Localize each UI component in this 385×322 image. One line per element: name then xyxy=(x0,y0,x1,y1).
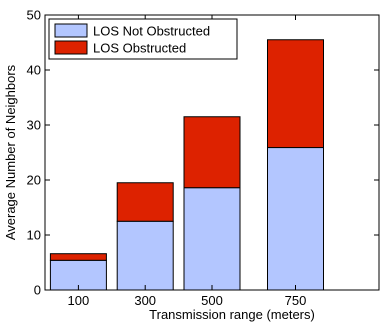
y-tick-label: 0 xyxy=(34,283,41,298)
bar-750-series-1 xyxy=(267,39,324,149)
bar-750-series-0 xyxy=(267,147,324,291)
y-tick-label: 20 xyxy=(27,173,41,188)
bar-500-series-1 xyxy=(183,116,241,189)
bar-500-series-0 xyxy=(183,187,241,291)
y-tick-label: 30 xyxy=(27,118,41,133)
x-tick-label: 500 xyxy=(201,293,223,308)
bar-300-series-1 xyxy=(116,182,174,222)
x-axis-label: Transmission range (meters) xyxy=(149,307,315,322)
y-axis-label: Average Number of Neighbors xyxy=(3,64,18,240)
y-tick-label: 40 xyxy=(27,63,41,78)
x-tick-label: 750 xyxy=(285,293,307,308)
legend-label: LOS Not Obstructed xyxy=(93,24,210,39)
x-tick-label: 100 xyxy=(68,293,90,308)
bar-300-series-0 xyxy=(116,220,174,291)
bar-100-series-1 xyxy=(49,253,107,261)
x-tick-label: 300 xyxy=(134,293,156,308)
legend-label: LOS Obstructed xyxy=(93,41,186,56)
legend-swatch xyxy=(54,23,88,38)
y-tick-label: 50 xyxy=(27,8,41,23)
y-tick-label: 10 xyxy=(27,228,41,243)
bars-layer xyxy=(49,39,324,291)
legend-swatch xyxy=(54,40,88,55)
legend: LOS Not Obstructed LOS Obstructed xyxy=(48,18,238,60)
axis-ticks: 0 10 20 30 40 50 100 300 500 750 xyxy=(27,8,379,308)
